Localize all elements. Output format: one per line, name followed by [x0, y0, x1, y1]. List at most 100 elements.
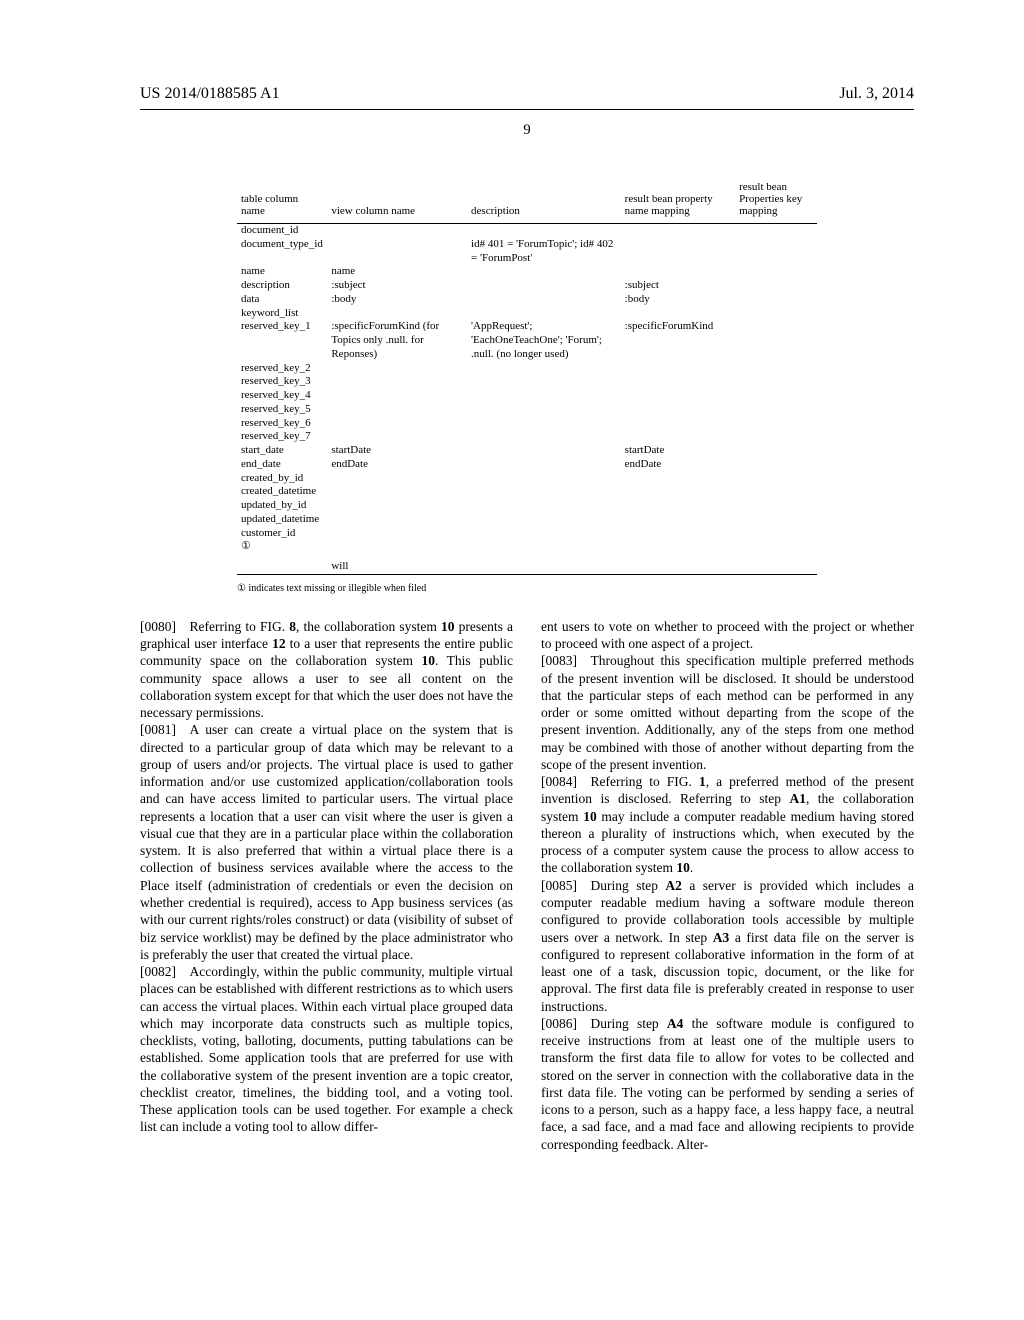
paragraph: [0082] Accordingly, within the public co… — [140, 963, 513, 1136]
table-cell — [467, 430, 621, 444]
table-cell — [467, 485, 621, 499]
table-cell — [735, 362, 817, 376]
table-cell — [467, 279, 621, 293]
table-cell — [621, 238, 735, 266]
paragraph-text: Throughout this specification multiple p… — [541, 653, 914, 772]
table-cell: ① — [237, 540, 327, 554]
column-left: [0080] Referring to FIG. 8, the collabor… — [140, 618, 513, 1153]
column-right: ent users to vote on whether to proceed … — [541, 618, 914, 1153]
table-cell — [467, 444, 621, 458]
table-cell: name — [237, 265, 327, 279]
mapping-table: table column name view column name descr… — [237, 179, 817, 575]
table-cell — [467, 527, 621, 541]
table-row: end_dateendDateendDate — [237, 458, 817, 472]
paragraph: [0081] A user can create a virtual place… — [140, 721, 513, 963]
table-cell — [467, 417, 621, 431]
table-cell: updated_by_id — [237, 499, 327, 513]
page-number: 9 — [140, 122, 914, 139]
table-row: namename — [237, 265, 817, 279]
table-cell — [467, 375, 621, 389]
table-cell: reserved_key_2 — [237, 362, 327, 376]
table-cell — [327, 224, 467, 238]
table-cell — [735, 513, 817, 527]
table-cell — [327, 430, 467, 444]
table-cell: will — [327, 554, 467, 574]
col-header: view column name — [327, 179, 467, 224]
table-cell — [467, 293, 621, 307]
table-cell: reserved_key_4 — [237, 389, 327, 403]
table-cell: :specificForumKind — [621, 320, 735, 361]
table-row: updated_by_id — [237, 499, 817, 513]
table-cell — [237, 554, 327, 574]
paragraph-number: [0082] — [140, 964, 190, 979]
table-cell — [735, 458, 817, 472]
paragraph: [0080] Referring to FIG. 8, the collabor… — [140, 618, 513, 722]
table-cell: end_date — [237, 458, 327, 472]
table-cell — [327, 485, 467, 499]
table-row: ① — [237, 540, 817, 554]
table-cell — [327, 362, 467, 376]
table-row: created_by_id — [237, 472, 817, 486]
table-row: start_datestartDatestartDate — [237, 444, 817, 458]
paragraph: [0083] Throughout this specification mul… — [541, 652, 914, 773]
table-cell — [467, 362, 621, 376]
paragraph-text: Referring to FIG. 1, a preferred method … — [541, 774, 914, 875]
table-row: document_type_idid# 401 = 'ForumTopic'; … — [237, 238, 817, 266]
paragraph-number: [0083] — [541, 653, 591, 668]
table-cell — [327, 513, 467, 527]
table-cell: startDate — [327, 444, 467, 458]
table-cell — [327, 403, 467, 417]
table-cell: data — [237, 293, 327, 307]
table-cell: endDate — [327, 458, 467, 472]
footnote-text: indicates text missing or illegible when… — [248, 583, 426, 594]
table-cell — [621, 527, 735, 541]
table-cell — [735, 307, 817, 321]
table-row: will — [237, 554, 817, 574]
header-rule — [140, 109, 914, 110]
table-row: updated_datetime — [237, 513, 817, 527]
table-cell: start_date — [237, 444, 327, 458]
table-cell — [467, 499, 621, 513]
table-cell — [621, 389, 735, 403]
table-row: reserved_key_3 — [237, 375, 817, 389]
table-row: created_datetime — [237, 485, 817, 499]
table-row: reserved_key_6 — [237, 417, 817, 431]
table-cell — [735, 540, 817, 554]
table-cell — [621, 513, 735, 527]
paragraph-number: [0085] — [541, 878, 591, 893]
col-header: result bean Properties key mapping — [735, 179, 817, 224]
table-row: document_id — [237, 224, 817, 238]
table-row: reserved_key_2 — [237, 362, 817, 376]
table-cell — [467, 472, 621, 486]
col-header: description — [467, 179, 621, 224]
table-cell — [467, 389, 621, 403]
table-cell — [621, 265, 735, 279]
table-cell — [467, 458, 621, 472]
table-cell — [621, 472, 735, 486]
table-cell — [327, 540, 467, 554]
paragraph-number: [0084] — [541, 774, 591, 789]
table-cell — [735, 320, 817, 361]
table-cell: 'AppRequest'; 'EachOneTeachOne'; 'Forum'… — [467, 320, 621, 361]
table-cell — [735, 472, 817, 486]
table-cell — [621, 224, 735, 238]
pub-number: US 2014/0188585 A1 — [140, 85, 280, 103]
table-cell — [327, 527, 467, 541]
mapping-table-wrap: table column name view column name descr… — [237, 179, 817, 575]
paragraph: [0086] During step A4 the software modul… — [541, 1015, 914, 1153]
page: US 2014/0188585 A1 Jul. 3, 2014 9 table … — [0, 0, 1024, 1193]
paragraph: [0085] During step A2 a server is provid… — [541, 877, 914, 1015]
table-cell — [621, 485, 735, 499]
table-row: description:subject:subject — [237, 279, 817, 293]
table-cell: id# 401 = 'ForumTopic'; id# 402 = 'Forum… — [467, 238, 621, 266]
table-row: customer_id — [237, 527, 817, 541]
table-cell: name — [327, 265, 467, 279]
table-cell: updated_datetime — [237, 513, 327, 527]
table-cell — [467, 513, 621, 527]
footnote-icon: ① — [237, 583, 246, 594]
paragraph-number: [0080] — [140, 619, 190, 634]
table-cell: :specificForumKind (for Topics only .nul… — [327, 320, 467, 361]
col-header: result bean property name mapping — [621, 179, 735, 224]
table-row: reserved_key_4 — [237, 389, 817, 403]
table-row: reserved_key_7 — [237, 430, 817, 444]
